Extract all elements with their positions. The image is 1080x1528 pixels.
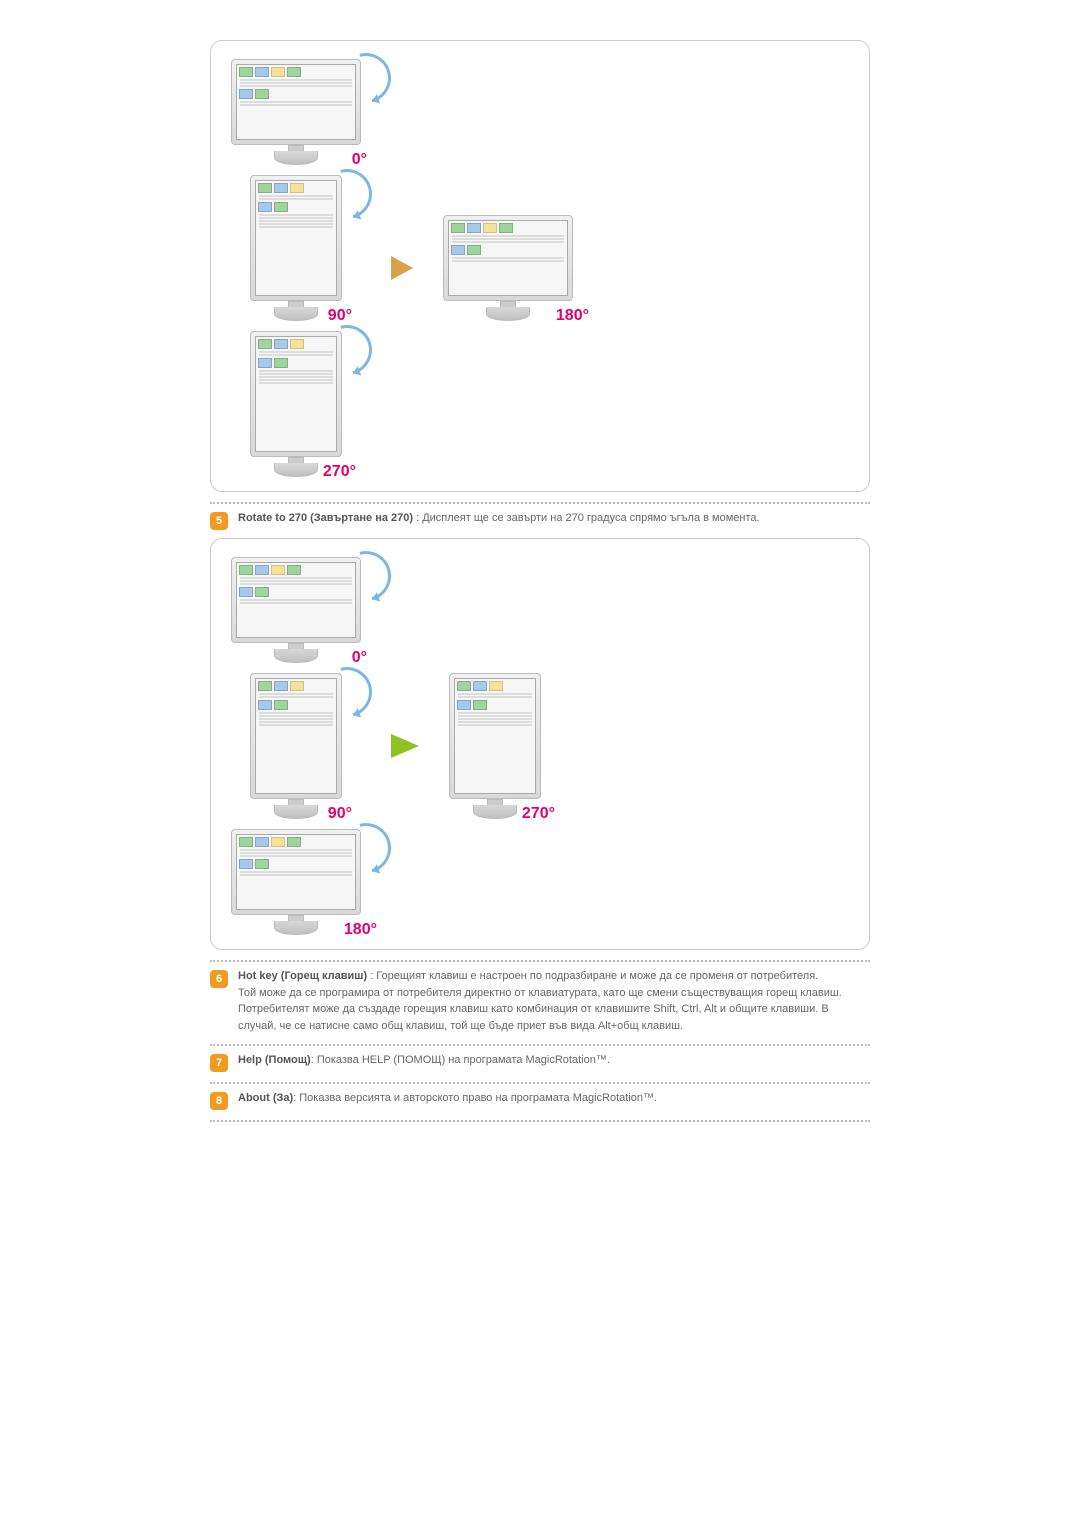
divider xyxy=(210,1120,870,1122)
item-badge-6: 6 xyxy=(210,970,228,988)
item-badge-8: 8 xyxy=(210,1092,228,1110)
item-5: 5 Rotate to 270 (Завъртане на 270) : Дис… xyxy=(210,510,870,530)
angle-label: 270° xyxy=(323,463,356,481)
item-7-text: Help (Помощ): Показва HELP (ПОМОЩ) на пр… xyxy=(238,1052,870,1069)
angle-label: 0° xyxy=(352,649,367,667)
fig2-left-col: 0° 90° xyxy=(231,557,361,935)
divider xyxy=(210,1082,870,1084)
item-7-bold: Help (Помощ) xyxy=(238,1054,311,1066)
divider xyxy=(210,1044,870,1046)
fig1-right-col: 180° xyxy=(443,215,573,321)
item-5-text: Rotate to 270 (Завъртане на 270) : Диспл… xyxy=(238,510,870,527)
monitor-180deg: 180° xyxy=(443,215,573,321)
monitor-270deg: 270° xyxy=(250,331,342,477)
angle-label: 0° xyxy=(352,151,367,169)
divider xyxy=(210,502,870,504)
monitor-270deg: 270° xyxy=(449,673,541,819)
item-5-bold: Rotate to 270 (Завъртане на 270) xyxy=(238,512,413,524)
monitor-0deg: 0° xyxy=(231,557,361,663)
angle-label: 90° xyxy=(328,307,352,325)
item-6-rest2: Той може да се програмира от потребителя… xyxy=(238,987,842,1032)
item-6-text: Hot key (Горещ клавиш) : Горещият клавиш… xyxy=(238,968,870,1034)
angle-label: 180° xyxy=(344,921,377,939)
item-6-bold: Hot key (Горещ клавиш) xyxy=(238,970,367,982)
item-6-rest1: : Горещият клавиш е настроен по подразби… xyxy=(367,970,818,982)
monitor-90deg: 90° xyxy=(250,175,342,321)
figure-rotate-180: 0° 90° xyxy=(210,40,870,492)
item-5-rest: : Дисплеят ще се завърти на 270 градуса … xyxy=(413,512,760,524)
item-8-bold: About (За) xyxy=(238,1092,293,1104)
monitor-0deg: 0° xyxy=(231,59,361,165)
divider xyxy=(210,960,870,962)
fig1-left-col: 0° 90° xyxy=(231,59,361,477)
monitor-90deg: 90° xyxy=(250,673,342,819)
arrow-right-icon xyxy=(391,256,413,280)
monitor-180deg: 180° xyxy=(231,829,361,935)
item-7-rest: : Показва HELP (ПОМОЩ) на програмата Mag… xyxy=(311,1054,610,1066)
angle-label: 270° xyxy=(522,805,555,823)
page-content: 0° 90° xyxy=(210,40,870,1122)
item-6: 6 Hot key (Горещ клавиш) : Горещият клав… xyxy=(210,968,870,1034)
angle-label: 180° xyxy=(556,307,589,325)
item-badge-5: 5 xyxy=(210,512,228,530)
item-7: 7 Help (Помощ): Показва HELP (ПОМОЩ) на … xyxy=(210,1052,870,1072)
figure-rotate-270: 0° 90° xyxy=(210,538,870,950)
item-8-text: About (За): Показва версията и авторскот… xyxy=(238,1090,870,1107)
item-badge-7: 7 xyxy=(210,1054,228,1072)
angle-label: 90° xyxy=(328,805,352,823)
fig2-right-col: 270° xyxy=(449,673,541,819)
item-8-rest: : Показва версията и авторското право на… xyxy=(293,1092,657,1104)
item-8: 8 About (За): Показва версията и авторск… xyxy=(210,1090,870,1110)
arrow-right-icon xyxy=(391,734,419,758)
